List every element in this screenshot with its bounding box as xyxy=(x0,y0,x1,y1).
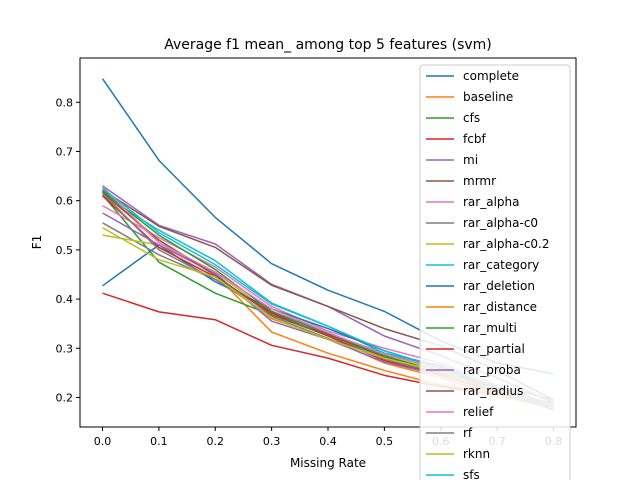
y-tick-label: 0.8 xyxy=(56,96,74,109)
legend-label-baseline: baseline xyxy=(463,90,513,104)
legend-label-rknn: rknn xyxy=(463,447,490,461)
legend-label-rar_multi: rar_multi xyxy=(463,321,517,335)
y-tick-label: 0.2 xyxy=(56,391,74,404)
y-tick-label: 0.4 xyxy=(56,293,74,306)
chart-title: Average f1 mean_ among top 5 features (s… xyxy=(164,37,492,53)
legend-label-fcbf: fcbf xyxy=(463,132,486,146)
legend-label-cfs: cfs xyxy=(463,111,480,125)
legend-label-relief: relief xyxy=(463,405,494,419)
legend-label-sfs: sfs xyxy=(463,468,480,480)
y-tick-label: 0.3 xyxy=(56,342,74,355)
y-axis-label: F1 xyxy=(30,235,44,250)
legend-box xyxy=(419,64,571,480)
x-tick-label: 0.3 xyxy=(263,435,281,448)
legend-label-rar_deletion: rar_deletion xyxy=(463,279,535,293)
x-tick-label: 0.2 xyxy=(207,435,225,448)
legend-label-complete: complete xyxy=(463,69,519,83)
legend-label-rar_radius: rar_radius xyxy=(463,384,523,398)
y-tick-label: 0.6 xyxy=(56,195,74,208)
legend-label-mi: mi xyxy=(463,153,478,167)
legend-label-rar_category: rar_category xyxy=(463,258,539,272)
x-tick-label: 0.1 xyxy=(150,435,168,448)
x-tick-label: 0.0 xyxy=(94,435,112,448)
legend-label-rar_distance: rar_distance xyxy=(463,300,537,314)
legend-label-rar_alpha: rar_alpha xyxy=(463,195,519,209)
x-tick-label: 0.5 xyxy=(376,435,394,448)
x-axis-label: Missing Rate xyxy=(290,456,366,470)
legend-label-rar_partial: rar_partial xyxy=(463,342,525,356)
legend-label-rf: rf xyxy=(463,426,473,440)
legend-label-rar_proba: rar_proba xyxy=(463,363,521,377)
legend: complete baseline cfs fcbf mi mrmr rar_alphara… xyxy=(419,64,571,480)
y-tick-label: 0.5 xyxy=(56,244,74,257)
legend-label-mrmr: mrmr xyxy=(463,174,496,188)
y-axis: 0.2 0.3 0.4 0.5 0.6 0.7 0.8 xyxy=(56,96,80,404)
x-tick-label: 0.4 xyxy=(319,435,337,448)
y-tick-label: 0.7 xyxy=(56,145,74,158)
legend-label-rar_alpha-c0.2: rar_alpha-c0.2 xyxy=(463,237,550,251)
legend-label-rar_alpha-c0: rar_alpha-c0 xyxy=(463,216,538,230)
